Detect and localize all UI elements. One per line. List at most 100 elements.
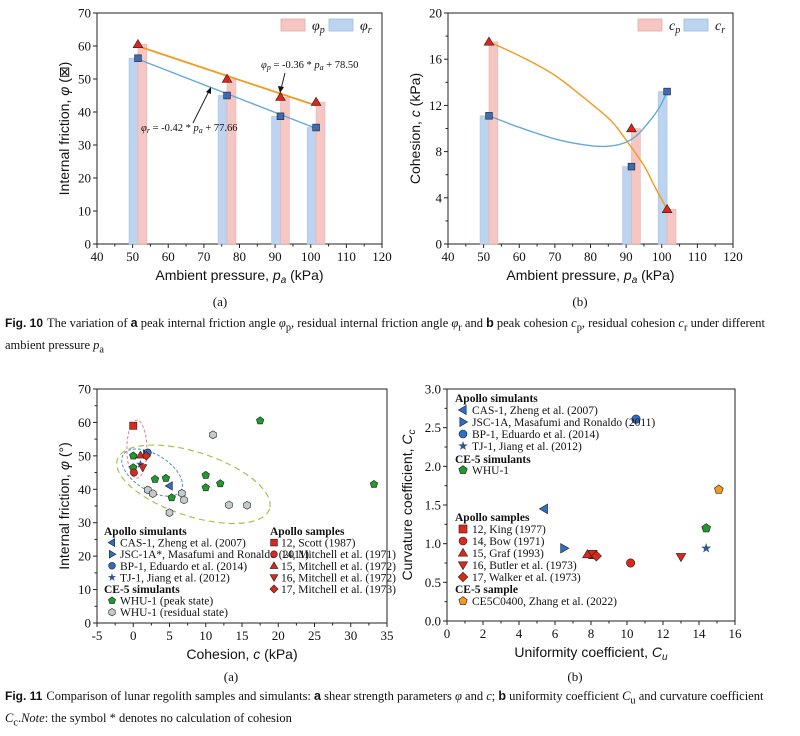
x-tick-label: 2 xyxy=(480,626,487,641)
legend-label: TJ-1, Jiang et al. (2012) xyxy=(472,441,582,453)
x-tick-label: 4 xyxy=(516,626,523,641)
fig-number: Fig. 10 xyxy=(5,316,44,330)
caption-text: , residual cohesion xyxy=(581,316,679,330)
x-tick-label: 6 xyxy=(552,626,559,641)
caption-var: c xyxy=(571,316,577,330)
data-point-peak xyxy=(221,73,233,83)
data-point xyxy=(161,473,170,482)
caption-text: and curvature coefficient xyxy=(635,689,764,703)
text-part: (kPa) xyxy=(260,646,297,662)
text-part: (kPa) xyxy=(407,73,423,110)
x-tick-label: 12 xyxy=(657,626,670,641)
x-tick-label: 60 xyxy=(162,249,175,264)
caption-sub: p xyxy=(285,322,292,334)
y-tick-label: 10 xyxy=(78,204,91,219)
x-tick-label: 110 xyxy=(337,249,356,264)
text-part: (kPa) xyxy=(286,267,323,283)
legend-marker xyxy=(108,549,117,559)
legend-marker xyxy=(457,547,469,557)
legend-label: WHU-1 xyxy=(472,465,509,477)
legend-label: 12, Scott (1987) xyxy=(281,538,356,550)
x-tick-label: 50 xyxy=(477,249,490,264)
caption-text: shear strength parameters xyxy=(320,689,455,703)
data-point xyxy=(369,479,379,488)
text-part: r xyxy=(368,25,372,36)
y-tick-label: 50 xyxy=(78,448,91,463)
x-tick-label: 90 xyxy=(620,249,633,264)
legend-marker xyxy=(458,536,468,546)
x-tick-label: -5 xyxy=(92,628,103,643)
text-part: p xyxy=(674,25,680,36)
x-tick-label: 14 xyxy=(693,626,707,641)
caption-var: φ xyxy=(454,689,462,703)
text-part: c xyxy=(253,646,260,662)
legend-label: CAS-1, Zheng et al. (2007) xyxy=(472,405,598,417)
legend-label: cp xyxy=(669,19,680,36)
legend-marker xyxy=(458,465,468,474)
text-part: c xyxy=(407,110,423,117)
x-tick-label: 25 xyxy=(308,628,321,643)
y-tick-label: 0 xyxy=(85,616,92,631)
text-part: = -0.36 * xyxy=(271,60,315,71)
caption-text: peak internal friction angle xyxy=(137,316,279,330)
text-part: + 77.66 xyxy=(203,123,238,134)
x-tick-label: 20 xyxy=(272,628,285,643)
legend-swatch xyxy=(637,18,663,32)
y-tick-label: 40 xyxy=(78,105,91,120)
text-part: + 78.50 xyxy=(324,60,359,71)
data-point xyxy=(167,493,176,502)
legend-marker xyxy=(458,524,468,534)
x-tick-label: 10 xyxy=(621,626,634,641)
y-tick-label: 40 xyxy=(78,482,91,497)
fig-number: Fig. 11 xyxy=(5,689,43,703)
caption-sub: c xyxy=(13,717,18,728)
legend-label: JSC-1A, Masafumi and Ronaldo (2011) xyxy=(472,417,655,429)
text-part: (kPa) xyxy=(637,267,674,283)
legend-label: JSC-1A*, Masafumi and Ronaldo (2011) xyxy=(120,549,309,561)
y-tick-label: 70 xyxy=(78,382,91,397)
caption-b: b xyxy=(486,316,494,330)
bar-residual xyxy=(306,127,317,245)
legend-marker xyxy=(269,574,279,582)
legend-marker xyxy=(108,608,116,617)
y-axis-title: Internal friction, φ (°) xyxy=(56,442,72,570)
y-tick-label: 30 xyxy=(78,138,91,153)
y-tick-label: 16 xyxy=(429,52,443,67)
chart-fig11b-axes: 0 2 4 6 8 10 12 14 16 0.0 0.5 1.0 1.5 2.0 2.5 3.0 Unifor… xyxy=(399,382,742,664)
chart-fig10a-axes: 40 50 60 70 80 90 100 110 120 0 10 20 30 40 50 60 70 Ambi… xyxy=(56,6,392,287)
legend-label: 16, Mitchell et al. (1972) xyxy=(281,572,396,584)
text-part: φ xyxy=(312,19,320,34)
arrow-head-icon xyxy=(278,86,284,93)
fit-curve xyxy=(488,41,668,210)
text-part: Cohesion, xyxy=(407,117,423,184)
legend-label: φr xyxy=(360,19,372,36)
text-part: φ xyxy=(360,19,368,34)
y-tick-label: 50 xyxy=(78,72,91,87)
caption-var: C xyxy=(5,710,14,725)
text-part: Internal friction, xyxy=(56,470,72,570)
text-part: p xyxy=(272,267,281,283)
legend-label: 16, Butler et al. (1973) xyxy=(472,560,577,572)
text-part: a xyxy=(632,275,638,286)
caption-b: b xyxy=(498,689,507,703)
data-point xyxy=(216,479,225,488)
text-part: c xyxy=(715,19,722,34)
bar-peak xyxy=(666,209,677,245)
legend-group-title: CE-5 sample xyxy=(455,584,518,596)
data-point xyxy=(538,503,548,515)
chart-fig10b-legend: cp cr xyxy=(637,18,725,36)
y-tick-label: 8 xyxy=(436,144,443,159)
caption-var: c xyxy=(486,689,492,703)
data-point xyxy=(129,451,138,460)
data-point xyxy=(209,430,217,440)
data-point-residual xyxy=(663,87,671,96)
text-part: Uniformity coefficient, xyxy=(514,644,651,660)
x-tick-label: 110 xyxy=(688,249,707,264)
x-tick-label: 30 xyxy=(344,628,357,643)
data-point-peak xyxy=(661,203,673,214)
text-part: a xyxy=(199,126,203,135)
data-point xyxy=(165,508,174,517)
data-point xyxy=(150,474,160,483)
